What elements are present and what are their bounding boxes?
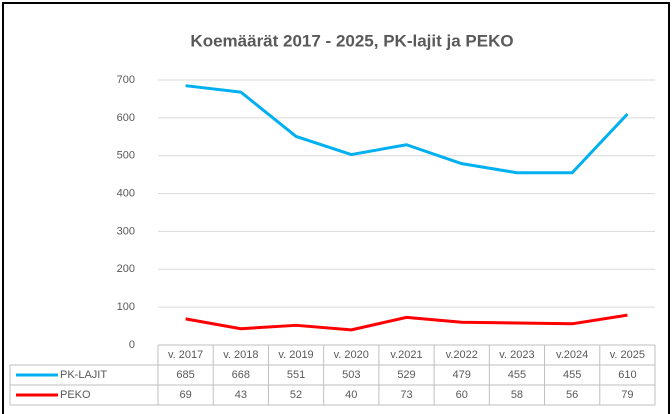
x-tick-label: v.2024	[556, 349, 588, 361]
series-line	[185, 313, 628, 332]
series-line	[185, 84, 629, 175]
y-tick-label: 400	[117, 187, 135, 199]
table-value: 43	[235, 389, 247, 401]
y-tick-label: 200	[117, 263, 135, 275]
x-tick-label: v. 2017	[168, 349, 203, 361]
x-tick-label: v. 2020	[334, 349, 369, 361]
table-value: 56	[566, 389, 578, 401]
table-value: 610	[618, 369, 636, 381]
y-tick-label: 100	[117, 301, 135, 313]
table-value: 479	[453, 369, 471, 381]
table-value: 52	[290, 389, 302, 401]
table-value: 455	[563, 369, 581, 381]
y-tick-label: 500	[117, 150, 135, 162]
table-value: 58	[511, 389, 523, 401]
legend-label: PEKO	[60, 389, 91, 401]
table-value: 551	[287, 369, 305, 381]
x-tick-label: v. 2023	[499, 349, 534, 361]
x-tick-label: v. 2018	[223, 349, 258, 361]
chart-title: Koemäärät 2017 - 2025, PK-lajit ja PEKO	[190, 31, 513, 50]
y-tick-label: 700	[117, 74, 135, 86]
x-tick-label: v.2022	[446, 349, 478, 361]
table-value: 503	[342, 369, 360, 381]
table-value: 668	[232, 369, 250, 381]
y-tick-label: 600	[117, 112, 135, 124]
table-value: 69	[179, 389, 191, 401]
y-tick-label: 300	[117, 225, 135, 237]
legend-label: PK-LAJIT	[60, 369, 107, 381]
table-value: 40	[345, 389, 357, 401]
table-value: 79	[621, 389, 633, 401]
table-value: 685	[176, 369, 194, 381]
x-tick-label: v.2021	[390, 349, 422, 361]
table-value: 60	[456, 389, 468, 401]
x-tick-label: v. 2019	[278, 349, 313, 361]
y-tick-label: 0	[129, 339, 135, 351]
table-value: 455	[508, 369, 526, 381]
x-tick-label: v. 2025	[610, 349, 645, 361]
table-value: 73	[400, 389, 412, 401]
table-value: 529	[397, 369, 415, 381]
